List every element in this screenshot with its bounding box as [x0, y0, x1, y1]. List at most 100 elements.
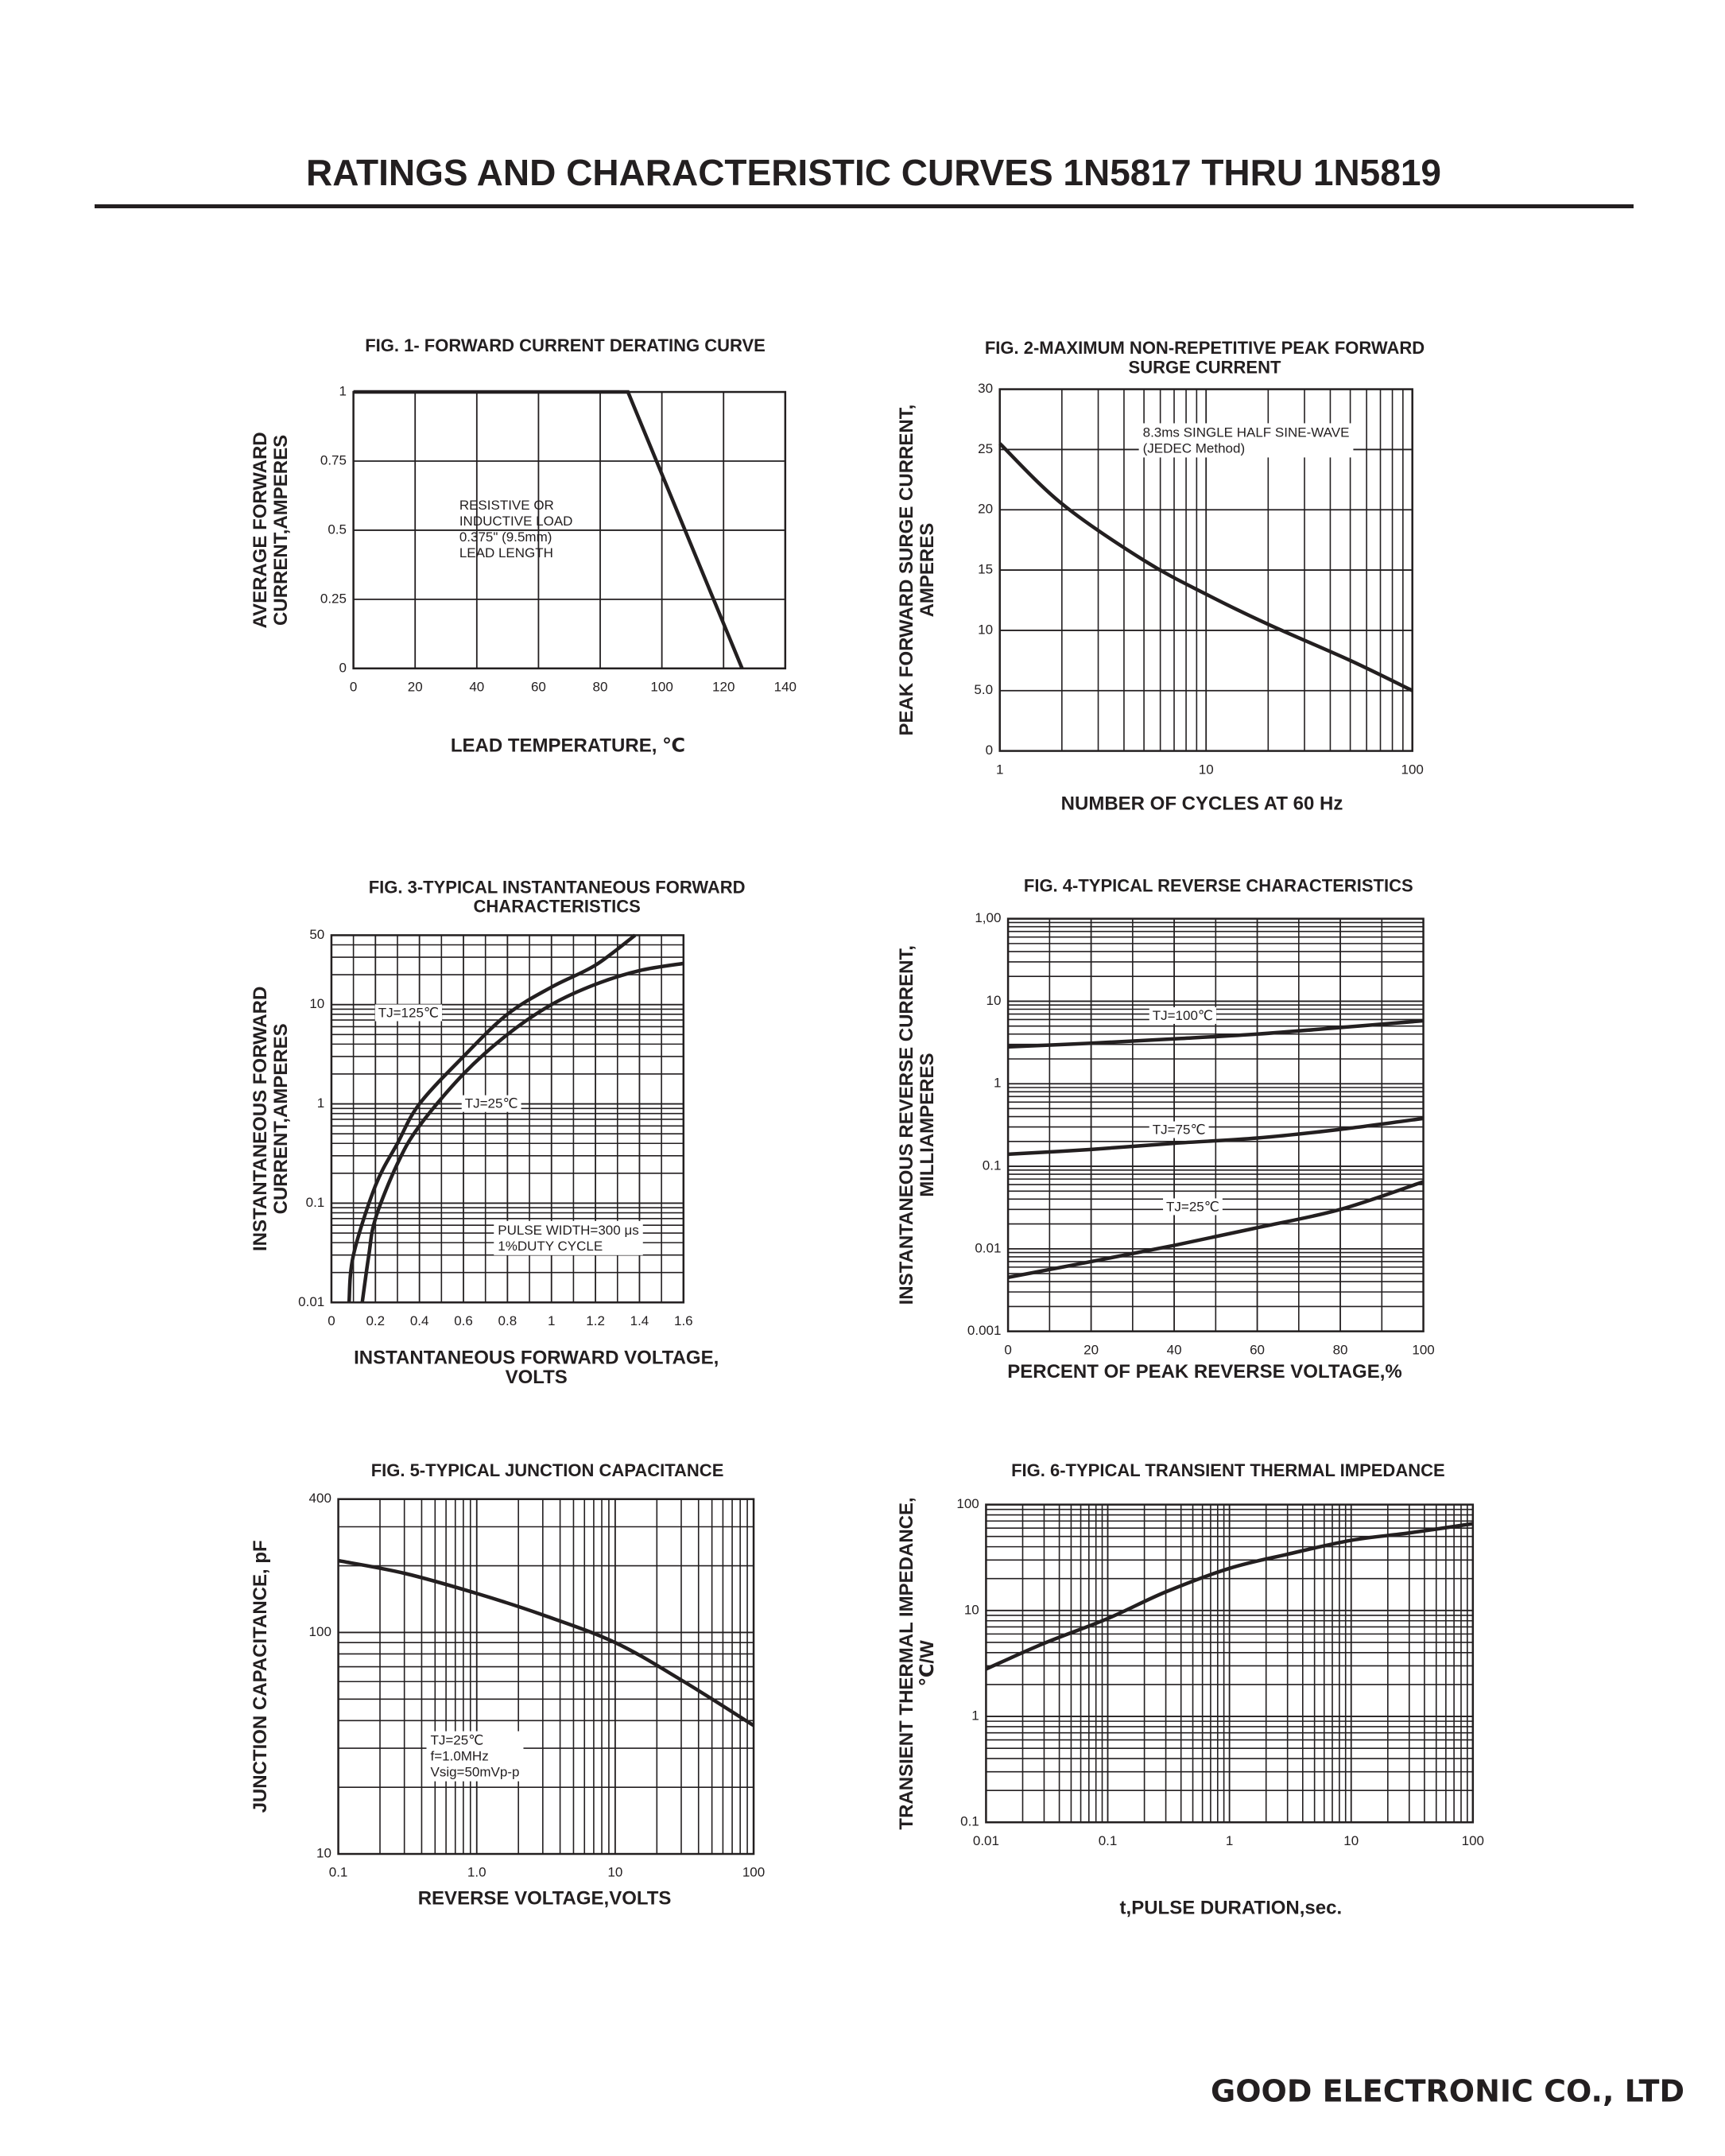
y-tick-label: 1 [994, 1076, 1001, 1091]
x-tick-label: 0.4 [410, 1313, 429, 1328]
chart: 0 20 40 60 80 100 120 140 0 0.25 0.5 0.75 1 FIG. 1- F… [250, 335, 797, 757]
y-tick-label: 15 [978, 562, 993, 577]
curve [353, 390, 744, 669]
annotation-background [426, 1731, 524, 1782]
x-tick-label: 1 [996, 762, 1003, 777]
x-tick-label: 0 [350, 679, 357, 694]
x-tick-label: 80 [593, 679, 608, 694]
x-tick-label: 1 [548, 1313, 555, 1328]
y-tick-label: 0.5 [328, 522, 347, 537]
y-tick-label: 1 [339, 384, 346, 399]
page-title: RATINGS AND CHARACTERISTIC CURVES 1N5817… [306, 152, 1441, 193]
chart-title: FIG. 1- FORWARD CURRENT DERATING CURVE [365, 335, 766, 355]
y-tick-label: 400 [309, 1491, 331, 1506]
plot-border [330, 934, 685, 1304]
x-axis-label: PERCENT OF PEAK REVERSE VOLTAGE,% [1007, 1361, 1402, 1382]
x-tick-label: 140 [774, 679, 797, 694]
y-tick-label: 1 [971, 1708, 979, 1724]
y-tick-label: 10 [309, 996, 324, 1011]
curve [998, 442, 1413, 692]
x-tick-label: 100 [1401, 762, 1424, 777]
x-tick-label: 100 [1462, 1833, 1484, 1848]
y-tick-label: 10 [987, 993, 1002, 1008]
y-axis-label: INSTANTANEOUS FORWARD [250, 987, 271, 1251]
y-tick-label: 0 [339, 660, 346, 675]
x-tick-label: 0 [1004, 1342, 1011, 1357]
x-tick-label: 10 [1199, 762, 1214, 777]
x-tick-label: 0 [328, 1313, 335, 1328]
chart: 1 10 100 0 5.0 10 15 20 25 30 FIG. 2-MAXIMUM NON-R… [896, 338, 1425, 814]
x-axis-label: NUMBER OF CYCLES AT 60 Hz [1061, 793, 1343, 814]
x-tick-label: 10 [607, 1865, 622, 1880]
x-tick-label: 1 [1226, 1833, 1233, 1848]
y-tick-label: 0 [986, 743, 993, 758]
y-tick-label: 100 [309, 1624, 331, 1639]
label-background [1149, 1121, 1209, 1138]
y-axis-label: ℃/W [917, 1640, 938, 1687]
annotation-background [494, 1220, 643, 1255]
y-tick-label: 10 [964, 1602, 979, 1617]
y-tick-label: 50 [309, 927, 324, 942]
x-tick-label: 0.2 [366, 1313, 385, 1328]
annotation: INDUCTIVE LOAD [459, 514, 573, 529]
y-tick-label: 5.0 [974, 682, 993, 697]
x-axis-label: REVERSE VOLTAGE,VOLTS [418, 1887, 672, 1909]
annotation: (JEDEC Method) [1143, 440, 1245, 456]
title-rule [95, 204, 1634, 208]
curve-label: TJ=125℃ [378, 1005, 439, 1020]
annotation: f=1.0MHz [430, 1749, 488, 1764]
y-tick-label: 1,00 [975, 910, 1001, 925]
chart-title: FIG. 2-MAXIMUM NON-REPETITIVE PEAK FORWA… [985, 338, 1425, 358]
footer: GOOD ELECTRONIC CO., LTD [1211, 2074, 1684, 2109]
x-axis-label: VOLTS [506, 1367, 568, 1388]
x-tick-label: 0.01 [973, 1833, 999, 1848]
annotation: 1%DUTY CYCLE [498, 1239, 603, 1254]
y-tick-label: 0.01 [975, 1240, 1001, 1255]
curve-label: TJ=25℃ [465, 1096, 518, 1111]
y-tick-label: 0.001 [967, 1323, 1002, 1338]
y-tick-label: 0.1 [983, 1158, 1002, 1173]
y-axis-label: INSTANTANEOUS REVERSE CURRENT, [896, 945, 917, 1305]
y-tick-label: 100 [956, 1496, 979, 1511]
y-axis-label: PEAK FORWARD SURGE CURRENT, [896, 405, 917, 736]
y-tick-label: 0.01 [298, 1294, 324, 1309]
y-axis-label: JUNCTION CAPACITANCE, pF [250, 1540, 271, 1813]
y-tick-label: 30 [978, 381, 993, 396]
x-axis-label: t,PULSE DURATION,sec. [1120, 1898, 1343, 1919]
y-tick-label: 1 [317, 1095, 324, 1111]
chart-title: CHARACTERISTICS [474, 897, 641, 917]
chart-title: FIG. 6-TYPICAL TRANSIENT THERMAL IMPEDAN… [1011, 1460, 1445, 1480]
x-tick-label: 100 [1412, 1342, 1434, 1357]
y-axis-label: CURRENT,AMPERES [270, 1023, 292, 1214]
y-axis-label: AMPERES [917, 523, 938, 618]
annotation-background [1138, 423, 1354, 458]
curve [1007, 1116, 1424, 1157]
y-axis-label: MILLIAMPERES [917, 1053, 938, 1196]
label-background [374, 1004, 443, 1022]
x-tick-label: 60 [1250, 1342, 1265, 1357]
label-background [1163, 1198, 1223, 1216]
x-tick-label: 100 [742, 1865, 765, 1880]
annotation: LEAD LENGTH [459, 545, 553, 560]
y-tick-label: 10 [316, 1846, 331, 1861]
x-tick-label: 40 [469, 679, 484, 694]
annotation: TJ=25℃ [430, 1733, 483, 1748]
curve [1007, 1018, 1424, 1049]
curve-label: TJ=25℃ [1166, 1199, 1219, 1214]
x-tick-label: 1.2 [586, 1313, 605, 1328]
x-tick-label: 20 [1083, 1342, 1099, 1357]
curve [338, 1558, 755, 1728]
y-axis-label: TRANSIENT THERMAL IMPEDANCE, [896, 1497, 917, 1829]
x-axis-label: LEAD TEMPERATURE, ℃ [451, 735, 685, 757]
curve [1007, 1180, 1425, 1280]
x-tick-label: 120 [712, 679, 735, 694]
annotation: 8.3ms SINGLE HALF SINE-WAVE [1143, 425, 1350, 440]
x-tick-label: 60 [531, 679, 546, 694]
x-tick-label: 1.4 [630, 1313, 649, 1328]
x-tick-label: 0.6 [454, 1313, 473, 1328]
annotation: Vsig=50mVp-p [430, 1765, 519, 1780]
x-tick-label: 1.0 [467, 1865, 486, 1880]
y-tick-label: 10 [978, 622, 993, 637]
chart-title: FIG. 4-TYPICAL REVERSE CHARACTERISTICS [1024, 876, 1413, 896]
chart-title: SURGE CURRENT [1129, 357, 1281, 377]
